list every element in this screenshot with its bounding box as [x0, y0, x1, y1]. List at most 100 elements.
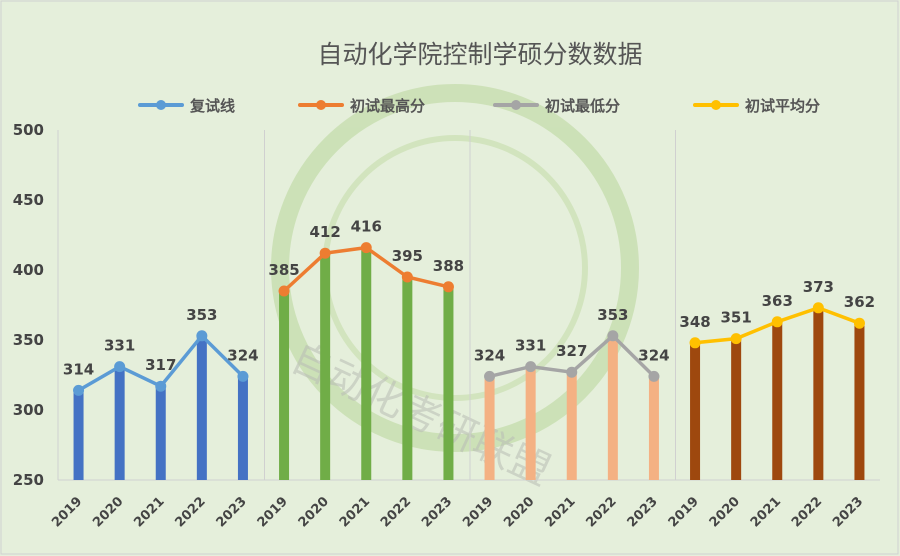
legend-label: 初试平均分 — [745, 97, 820, 115]
bar — [566, 372, 577, 480]
x-tick-label: 2023 — [419, 494, 455, 530]
x-tick-label: 2021 — [748, 494, 784, 530]
bar — [73, 390, 84, 480]
bar — [648, 376, 659, 480]
legend-label: 初试最低分 — [545, 97, 620, 115]
data-point — [360, 242, 372, 254]
x-tick-label: 2019 — [49, 494, 85, 530]
x-tick-label: 2021 — [131, 494, 167, 530]
bar — [155, 386, 166, 480]
y-tick-label: 450 — [13, 191, 44, 209]
bar — [525, 366, 536, 480]
legend-marker — [316, 100, 326, 110]
bar — [279, 291, 290, 480]
bar — [813, 307, 824, 480]
data-point — [114, 361, 126, 373]
bar — [320, 253, 331, 480]
x-tick-label: 2021 — [542, 494, 578, 530]
data-label: 416 — [351, 218, 382, 236]
data-label: 362 — [844, 293, 875, 311]
data-label: 317 — [145, 356, 176, 374]
bar — [484, 376, 495, 480]
data-label: 324 — [638, 346, 669, 364]
data-label: 388 — [433, 257, 464, 275]
data-label: 351 — [720, 309, 751, 327]
y-tick-label: 400 — [13, 261, 44, 279]
data-label: 331 — [104, 337, 135, 355]
bar — [114, 366, 125, 480]
x-tick-label: 2020 — [707, 494, 743, 530]
legend-label: 复试线 — [189, 97, 235, 115]
x-tick-label: 2020 — [501, 494, 537, 530]
data-point — [401, 271, 413, 283]
legend-marker — [511, 100, 521, 110]
data-point — [771, 316, 783, 328]
data-label: 324 — [227, 346, 258, 364]
data-label: 331 — [515, 337, 546, 355]
data-point — [73, 384, 85, 396]
y-tick-label: 250 — [13, 471, 44, 489]
data-label: 353 — [186, 306, 217, 324]
x-tick-label: 2022 — [378, 494, 414, 530]
x-tick-label: 2022 — [789, 494, 825, 530]
x-tick-label: 2019 — [666, 494, 702, 530]
legend-label: 初试最高分 — [350, 97, 425, 115]
bar — [443, 286, 454, 480]
data-point — [525, 361, 537, 373]
data-label: 348 — [679, 313, 710, 331]
bar — [607, 335, 618, 480]
x-tick-label: 2022 — [172, 494, 208, 530]
data-point — [812, 302, 824, 314]
marks: 314 331 317 353 324 385 412 416 395 388 324 331 327 3… — [63, 218, 875, 480]
data-label: 324 — [474, 346, 505, 364]
x-tick-label: 2019 — [255, 494, 291, 530]
data-point — [689, 337, 701, 349]
x-tick-label: 2020 — [296, 494, 332, 530]
data-point — [853, 317, 865, 329]
bar — [772, 321, 783, 480]
x-tick-label: 2023 — [214, 494, 250, 530]
bar — [402, 277, 413, 480]
data-label: 385 — [268, 261, 299, 279]
data-label: 314 — [63, 360, 94, 378]
data-point — [730, 333, 742, 345]
data-point — [196, 330, 208, 342]
watermark: 自动化考研联盟 — [271, 84, 639, 495]
data-label: 353 — [597, 306, 628, 324]
data-point — [484, 370, 496, 382]
x-tick-label: 2020 — [90, 494, 126, 530]
chart-title: 自动化学院控制学硕分数数据 — [317, 40, 642, 69]
bar — [196, 335, 207, 480]
data-label: 373 — [803, 278, 834, 296]
legend-marker — [156, 100, 166, 110]
bar — [361, 247, 372, 480]
data-label: 327 — [556, 342, 587, 360]
data-point — [607, 330, 619, 342]
data-label: 412 — [309, 223, 340, 241]
y-tick-label: 350 — [13, 331, 44, 349]
x-tick-label: 2023 — [830, 494, 866, 530]
data-label: 395 — [392, 247, 423, 265]
x-tick-label: 2019 — [460, 494, 496, 530]
x-tick-label: 2021 — [337, 494, 373, 530]
data-point — [319, 247, 331, 259]
x-tick-label: 2022 — [583, 494, 619, 530]
data-point — [442, 281, 454, 293]
data-point — [566, 366, 578, 378]
y-tick-label: 300 — [13, 401, 44, 419]
legend-marker — [711, 100, 721, 110]
x-tick-label: 2023 — [625, 494, 661, 530]
data-point — [278, 285, 290, 297]
bar — [690, 342, 701, 480]
bar — [731, 338, 742, 480]
data-point — [237, 370, 249, 382]
bar — [237, 376, 248, 480]
data-point — [155, 380, 167, 392]
data-point — [648, 370, 660, 382]
y-tick-label: 500 — [13, 121, 44, 139]
bar — [854, 323, 865, 480]
legend: 复试线 初试最高分 初试最低分 初试平均分 — [138, 97, 820, 115]
data-label: 363 — [762, 292, 793, 310]
